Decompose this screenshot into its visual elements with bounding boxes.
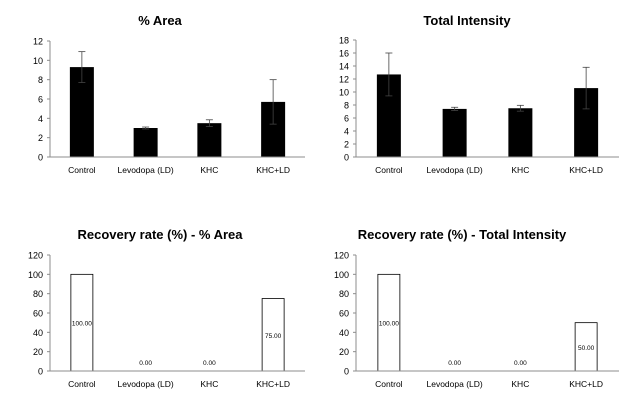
y-tick-label: 80 <box>339 289 349 299</box>
chart-svg: 0 2 4 6 8 10 12 Control Levodopa (LD) KHC KHC+LD <box>33 37 305 175</box>
y-tick-label: 40 <box>33 328 43 338</box>
y-tick-label: 6 <box>344 114 349 124</box>
x-tick-label: KHC+LD <box>256 165 290 175</box>
y-tick-label: 80 <box>33 289 43 299</box>
chart-title: Total Intensity <box>423 13 511 28</box>
x-tick-label: Control <box>68 379 96 389</box>
bar <box>133 128 158 157</box>
y-tick-label: 20 <box>33 347 43 357</box>
chart-title: Recovery rate (%) - Total Intensity <box>357 227 567 242</box>
x-tick-label: KHC <box>200 379 218 389</box>
data-label: 0.00 <box>448 360 461 367</box>
x-tick-label: KHC+LD <box>569 165 603 175</box>
y-tick-label: 16 <box>339 49 349 59</box>
chart-recovery-area: Recovery rate (%) - % Area 0 20 40 60 80 100 1… <box>0 200 312 402</box>
y-tick-label: 6 <box>38 95 43 105</box>
x-tick-label: Levodopa (LD) <box>427 379 483 389</box>
data-label: 100.00 <box>72 321 92 328</box>
x-tick-label: Control <box>68 165 96 175</box>
y-tick-label: 10 <box>339 88 349 98</box>
y-tick-label: 4 <box>38 114 43 124</box>
y-tick-label: 8 <box>38 75 43 85</box>
y-tick-label: 60 <box>339 309 349 319</box>
y-tick-label: 10 <box>33 56 43 66</box>
bar <box>197 123 222 157</box>
chart-title: % Area <box>138 13 182 28</box>
bar <box>442 108 467 157</box>
x-tick-label: KHC <box>200 165 218 175</box>
y-tick-label: 2 <box>344 140 349 150</box>
chart-recovery-intensity: Recovery rate (%) - Total Intensity 0 20 4… <box>312 200 625 402</box>
y-tick-label: 2 <box>38 133 43 143</box>
y-tick-label: 12 <box>33 37 43 47</box>
x-tick-label: Levodopa (LD) <box>427 165 483 175</box>
y-tick-label: 40 <box>339 328 349 338</box>
x-tick-label: KHC+LD <box>569 379 603 389</box>
data-label: 100.00 <box>379 321 399 328</box>
data-label: 0.00 <box>139 360 152 367</box>
y-tick-label: 120 <box>334 251 349 261</box>
y-tick-label: 120 <box>28 251 43 261</box>
chart-svg: 0 20 40 60 80 100 120 100.00 0.00 0.00 75.00 Contro… <box>28 251 305 389</box>
y-tick-label: 12 <box>339 75 349 85</box>
data-label: 50.00 <box>578 345 595 352</box>
y-tick-label: 18 <box>339 36 349 46</box>
y-tick-label: 14 <box>339 62 349 72</box>
chart-total-intensity: Total Intensity 0 2 4 6 8 10 12 14 16 18 Control Le… <box>312 0 625 200</box>
chart-svg: 0 2 4 6 8 10 12 14 16 18 Control Levodopa (LD) KHC KH… <box>339 36 619 175</box>
bar <box>508 108 533 157</box>
x-tick-label: KHC <box>511 379 529 389</box>
y-tick-label: 0 <box>38 153 43 163</box>
y-tick-label: 4 <box>344 127 349 137</box>
data-label: 75.00 <box>265 333 282 340</box>
x-tick-label: KHC+LD <box>256 379 290 389</box>
y-tick-label: 100 <box>28 270 43 280</box>
chart-svg: 0 20 40 60 80 100 120 100.00 0.00 0.00 50.00 Contro… <box>334 251 619 389</box>
x-tick-label: KHC <box>511 165 529 175</box>
x-tick-label: Control <box>375 165 403 175</box>
data-label: 0.00 <box>203 360 216 367</box>
y-tick-label: 60 <box>33 309 43 319</box>
y-tick-label: 0 <box>38 367 43 377</box>
x-tick-label: Levodopa (LD) <box>118 379 174 389</box>
y-tick-label: 0 <box>344 153 349 163</box>
y-tick-label: 8 <box>344 101 349 111</box>
y-tick-label: 20 <box>339 347 349 357</box>
x-tick-label: Levodopa (LD) <box>118 165 174 175</box>
y-tick-label: 100 <box>334 270 349 280</box>
y-tick-label: 0 <box>344 367 349 377</box>
chart-area-percent: % Area 0 2 4 6 8 10 12 Control Levodopa (LD) KHC K… <box>0 0 312 200</box>
x-tick-label: Control <box>375 379 403 389</box>
chart-title: Recovery rate (%) - % Area <box>77 227 243 242</box>
data-label: 0.00 <box>514 360 527 367</box>
